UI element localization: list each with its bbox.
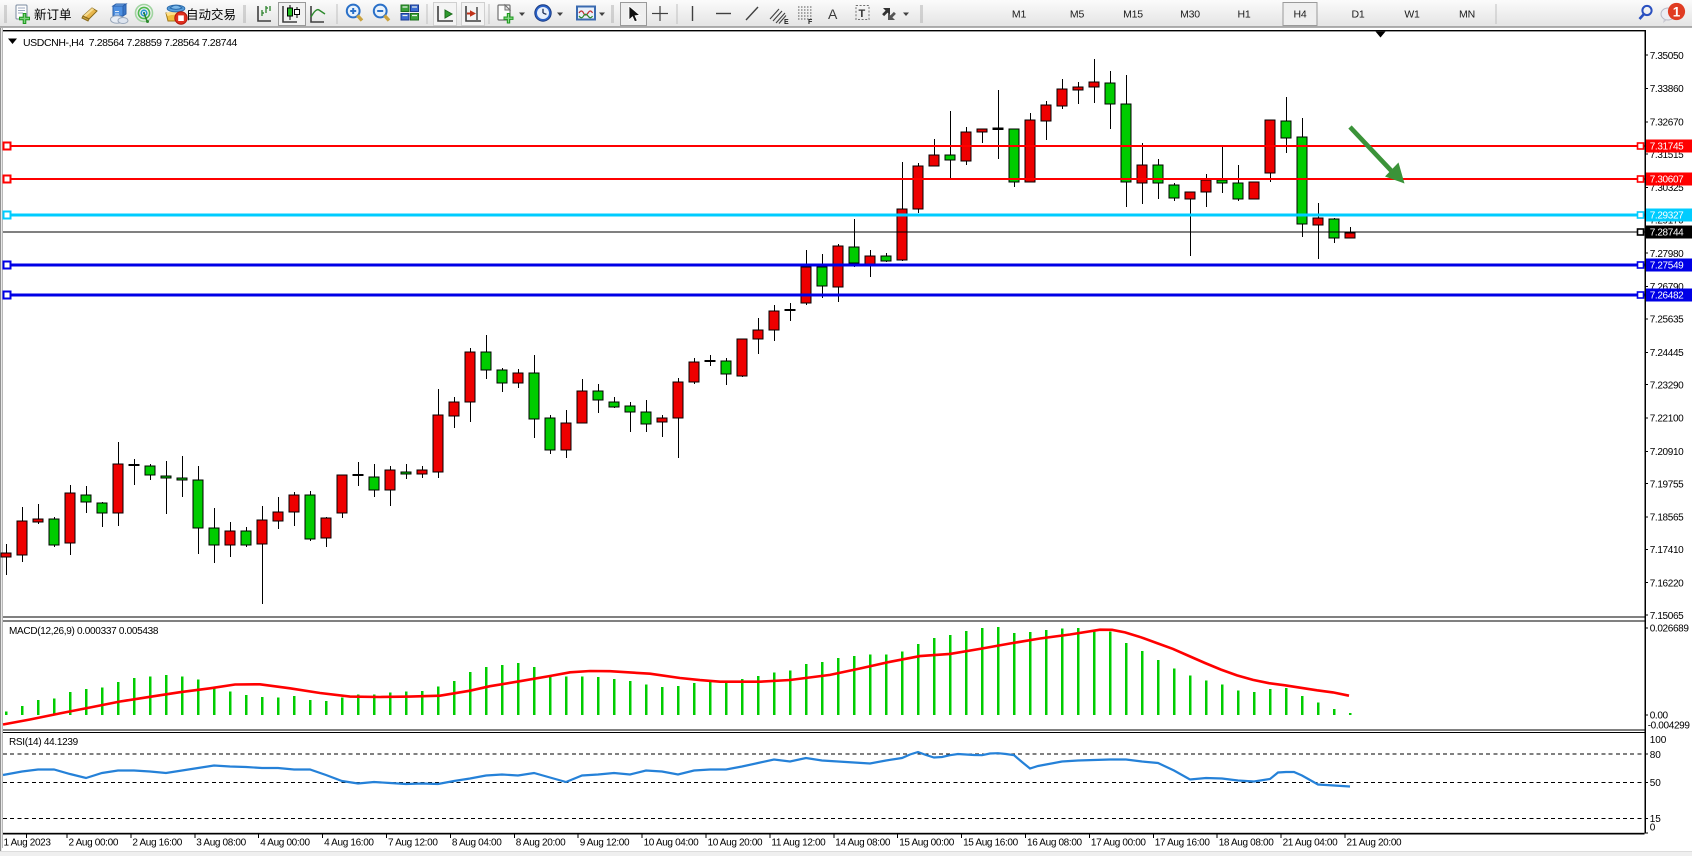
svg-text:8 Aug 20:00: 8 Aug 20:00 [516,837,566,848]
svg-text:15: 15 [1650,814,1662,825]
svg-text:2 Aug 16:00: 2 Aug 16:00 [132,837,182,848]
svg-text:7.17410: 7.17410 [1650,545,1684,556]
svg-text:7.26482: 7.26482 [1650,291,1684,302]
svg-text:7 Aug 12:00: 7 Aug 12:00 [388,837,438,848]
svg-text:21 Aug 20:00: 21 Aug 20:00 [1347,837,1403,848]
svg-text:M5: M5 [1070,9,1085,21]
svg-text:1 Aug 2023: 1 Aug 2023 [4,837,52,848]
svg-text:MN: MN [1459,9,1475,21]
svg-text:7.26790: 7.26790 [1650,282,1684,293]
svg-text:0: 0 [1650,822,1656,833]
svg-text:自动交易: 自动交易 [186,7,236,22]
svg-text:7.22100: 7.22100 [1650,414,1684,425]
svg-text:7.30607: 7.30607 [1650,175,1684,186]
svg-text:7.29327: 7.29327 [1650,211,1684,222]
svg-text:A: A [828,6,838,22]
svg-text:T: T [859,8,866,20]
svg-text:F: F [808,19,813,26]
svg-text:1: 1 [1673,4,1681,19]
svg-text:USDCNH-,H4 7.28564 7.28859 7.: USDCNH-,H4 7.28564 7.28859 7.28564 7.287… [23,37,238,49]
svg-text:7.24445: 7.24445 [1650,348,1684,359]
svg-text:7.31515: 7.31515 [1650,150,1684,161]
svg-text:0.026689: 0.026689 [1650,624,1690,635]
svg-text:17 Aug 00:00: 17 Aug 00:00 [1091,837,1147,848]
svg-text:H4: H4 [1293,9,1306,21]
svg-text:W1: W1 [1404,9,1420,21]
svg-text:50: 50 [1650,778,1662,789]
svg-text:9 Aug 12:00: 9 Aug 12:00 [580,837,630,848]
svg-text:RSI(14) 44.1239: RSI(14) 44.1239 [9,737,79,748]
svg-text:7.15065: 7.15065 [1650,611,1684,622]
svg-text:D1: D1 [1351,9,1364,21]
svg-text:15 Aug 16:00: 15 Aug 16:00 [963,837,1019,848]
svg-text:10 Aug 20:00: 10 Aug 20:00 [708,837,764,848]
svg-text:100: 100 [1650,735,1667,746]
svg-text:4 Aug 16:00: 4 Aug 16:00 [324,837,374,848]
svg-text:7.33860: 7.33860 [1650,84,1684,95]
svg-text:7.16220: 7.16220 [1650,578,1684,589]
svg-text:4 Aug 00:00: 4 Aug 00:00 [260,837,310,848]
svg-text:新订单: 新订单 [34,7,72,22]
svg-text:7.35050: 7.35050 [1650,51,1684,62]
svg-text:7.20910: 7.20910 [1650,447,1684,458]
svg-text:10 Aug 04:00: 10 Aug 04:00 [644,837,700,848]
svg-text:17 Aug 16:00: 17 Aug 16:00 [1155,837,1211,848]
svg-text:-0.004299: -0.004299 [1648,721,1691,732]
svg-text:80: 80 [1650,750,1662,761]
svg-text:11 Aug 12:00: 11 Aug 12:00 [771,837,826,848]
svg-text:M30: M30 [1180,9,1200,21]
svg-text:21 Aug 04:00: 21 Aug 04:00 [1283,837,1339,848]
svg-text:7.28744: 7.28744 [1650,228,1684,239]
svg-text:7.23290: 7.23290 [1650,380,1684,391]
svg-text:2 Aug 00:00: 2 Aug 00:00 [69,837,119,848]
svg-text:E: E [784,19,789,26]
svg-text:18 Aug 08:00: 18 Aug 08:00 [1219,837,1275,848]
svg-text:7.19755: 7.19755 [1650,479,1684,490]
svg-text:H1: H1 [1237,9,1250,21]
svg-text:8 Aug 04:00: 8 Aug 04:00 [452,837,502,848]
svg-text:0.00: 0.00 [1650,711,1669,722]
svg-text:3 Aug 08:00: 3 Aug 08:00 [196,837,246,848]
svg-text:MACD(12,26,9) 0.000337 0.00543: MACD(12,26,9) 0.000337 0.005438 [9,626,159,637]
svg-text:7.32670: 7.32670 [1650,118,1684,129]
svg-text:M1: M1 [1012,9,1027,21]
svg-text:7.31745: 7.31745 [1650,142,1684,153]
svg-text:7.27549: 7.27549 [1650,261,1684,272]
svg-text:M15: M15 [1123,9,1143,21]
svg-text:7.27980: 7.27980 [1650,249,1684,260]
svg-text:16 Aug 08:00: 16 Aug 08:00 [1027,837,1083,848]
svg-text:15 Aug 00:00: 15 Aug 00:00 [899,837,955,848]
svg-text:7.25635: 7.25635 [1650,315,1684,326]
svg-text:7.18565: 7.18565 [1650,513,1684,524]
svg-text:14 Aug 08:00: 14 Aug 08:00 [835,837,891,848]
svg-text:7.30325: 7.30325 [1650,183,1684,194]
